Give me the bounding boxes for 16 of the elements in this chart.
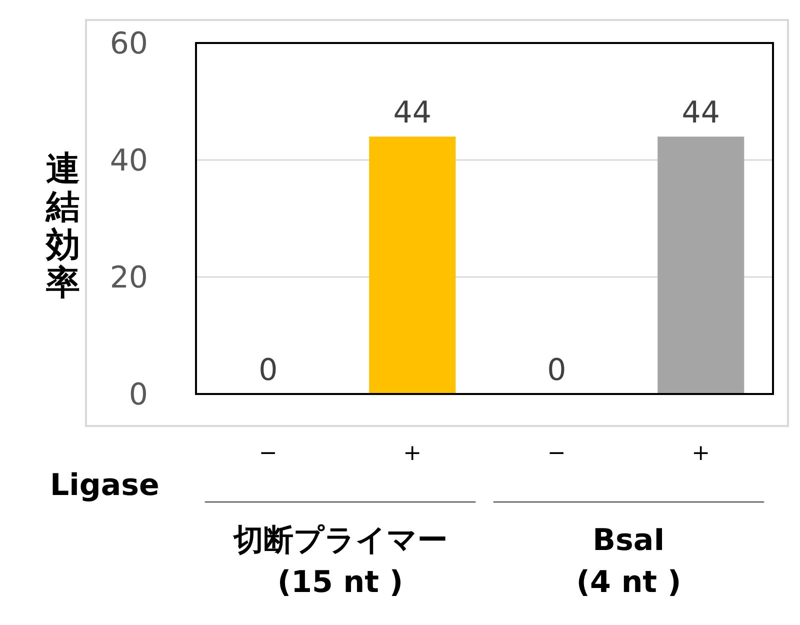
data-label: 0 [258,353,278,388]
y-axis-title: 連結効率 [45,149,80,304]
data-label: 44 [682,96,720,131]
x-tick-label: + [692,441,710,466]
y-tick-label: 0 [128,378,148,412]
text: 切断プライマー (15 nt ) [232,523,448,600]
y-tick-label: 40 [110,144,148,178]
text: Ligase [50,468,160,503]
y-tick-label: 60 [110,26,148,62]
y-tick-label: 20 [110,260,148,296]
data-label: 44 [393,96,432,131]
data-label: 0 [547,353,566,388]
x-tick-label: − [547,441,566,466]
text: BsaI (4 nt ) [576,523,682,600]
x-tick-label: − [258,441,278,466]
x-tick-label: + [403,441,422,466]
